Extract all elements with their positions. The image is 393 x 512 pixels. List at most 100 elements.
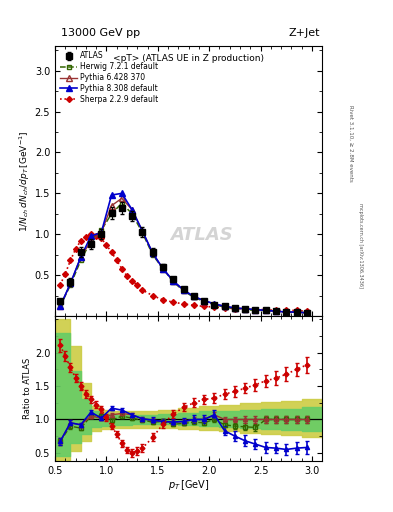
Herwig 7.2.1 default xyxy=(243,307,248,313)
Pythia 6.428 370 xyxy=(253,307,258,313)
Pythia 8.308 default xyxy=(150,250,155,256)
Sherpa 2.2.9 default xyxy=(104,242,109,248)
Pythia 8.308 default xyxy=(305,310,309,316)
Pythia 6.428 370 xyxy=(140,228,145,234)
Pythia 6.428 370 xyxy=(68,281,73,287)
Sherpa 2.2.9 default xyxy=(181,301,186,307)
Herwig 7.2.1 default xyxy=(58,303,62,309)
Pythia 6.428 370 xyxy=(222,303,227,309)
Herwig 7.2.1 default xyxy=(78,258,83,264)
Line: Pythia 6.428 370: Pythia 6.428 370 xyxy=(57,196,310,315)
Herwig 7.2.1 default xyxy=(253,307,258,313)
Herwig 7.2.1 default xyxy=(294,309,299,315)
Herwig 7.2.1 default xyxy=(119,200,124,206)
Herwig 7.2.1 default xyxy=(171,279,176,285)
Pythia 6.428 370 xyxy=(99,229,104,236)
Sherpa 2.2.9 default xyxy=(135,282,140,288)
Pythia 8.308 default xyxy=(181,287,186,293)
Pythia 8.308 default xyxy=(171,278,176,284)
Sherpa 2.2.9 default xyxy=(78,238,83,244)
Pythia 8.308 default xyxy=(233,305,237,311)
Pythia 8.308 default xyxy=(119,190,124,197)
Herwig 7.2.1 default xyxy=(181,288,186,294)
Pythia 8.308 default xyxy=(294,309,299,315)
Pythia 6.428 370 xyxy=(191,293,196,300)
Pythia 8.308 default xyxy=(191,293,196,300)
Sherpa 2.2.9 default xyxy=(150,292,155,298)
Text: Z+Jet: Z+Jet xyxy=(289,28,320,38)
Pythia 6.428 370 xyxy=(171,278,176,284)
Pythia 6.428 370 xyxy=(305,310,309,316)
Pythia 6.428 370 xyxy=(150,250,155,256)
Sherpa 2.2.9 default xyxy=(222,305,227,311)
Sherpa 2.2.9 default xyxy=(284,307,288,313)
Sherpa 2.2.9 default xyxy=(253,307,258,313)
Pythia 8.308 default xyxy=(212,301,217,307)
Sherpa 2.2.9 default xyxy=(68,258,73,264)
Sherpa 2.2.9 default xyxy=(83,233,88,240)
Sherpa 2.2.9 default xyxy=(191,303,196,309)
Herwig 7.2.1 default xyxy=(191,294,196,301)
Pythia 6.428 370 xyxy=(284,309,288,315)
Sherpa 2.2.9 default xyxy=(294,307,299,313)
Pythia 8.308 default xyxy=(89,233,94,239)
Sherpa 2.2.9 default xyxy=(171,299,176,305)
Pythia 6.428 370 xyxy=(263,307,268,313)
Herwig 7.2.1 default xyxy=(89,238,94,244)
Herwig 7.2.1 default xyxy=(222,304,227,310)
Pythia 8.308 default xyxy=(58,303,62,309)
Pythia 6.428 370 xyxy=(202,297,206,304)
Pythia 8.308 default xyxy=(274,308,278,314)
Herwig 7.2.1 default xyxy=(305,310,309,316)
Herwig 7.2.1 default xyxy=(263,307,268,313)
Sherpa 2.2.9 default xyxy=(243,306,248,312)
Pythia 6.428 370 xyxy=(243,306,248,312)
Pythia 8.308 default xyxy=(284,309,288,315)
Herwig 7.2.1 default xyxy=(68,282,73,288)
Herwig 7.2.1 default xyxy=(161,266,165,272)
Herwig 7.2.1 default xyxy=(284,309,288,315)
Pythia 8.308 default xyxy=(130,207,134,213)
Pythia 6.428 370 xyxy=(119,195,124,201)
Sherpa 2.2.9 default xyxy=(130,278,134,284)
Pythia 6.428 370 xyxy=(109,203,114,209)
Sherpa 2.2.9 default xyxy=(161,296,165,303)
Sherpa 2.2.9 default xyxy=(274,307,278,313)
Sherpa 2.2.9 default xyxy=(63,270,68,276)
Legend: ATLAS, Herwig 7.2.1 default, Pythia 6.428 370, Pythia 8.308 default, Sherpa 2.2.: ATLAS, Herwig 7.2.1 default, Pythia 6.42… xyxy=(59,50,160,105)
Pythia 8.308 default xyxy=(109,192,114,198)
Pythia 6.428 370 xyxy=(294,309,299,315)
Y-axis label: Ratio to ATLAS: Ratio to ATLAS xyxy=(23,358,32,419)
Herwig 7.2.1 default xyxy=(130,211,134,217)
Text: Rivet 3.1.10, ≥ 2.8M events: Rivet 3.1.10, ≥ 2.8M events xyxy=(348,105,353,182)
Pythia 6.428 370 xyxy=(130,207,134,213)
Sherpa 2.2.9 default xyxy=(305,308,309,314)
Herwig 7.2.1 default xyxy=(150,252,155,258)
Herwig 7.2.1 default xyxy=(99,227,104,233)
Sherpa 2.2.9 default xyxy=(212,304,217,310)
Herwig 7.2.1 default xyxy=(233,306,237,312)
Herwig 7.2.1 default xyxy=(140,229,145,236)
Herwig 7.2.1 default xyxy=(212,302,217,308)
Pythia 6.428 370 xyxy=(89,238,94,244)
Sherpa 2.2.9 default xyxy=(58,282,62,288)
Pythia 6.428 370 xyxy=(161,266,165,272)
Sherpa 2.2.9 default xyxy=(140,287,145,293)
Pythia 6.428 370 xyxy=(212,301,217,307)
Sherpa 2.2.9 default xyxy=(114,258,119,264)
Herwig 7.2.1 default xyxy=(274,308,278,314)
Sherpa 2.2.9 default xyxy=(125,273,129,279)
Pythia 8.308 default xyxy=(202,297,206,304)
Text: <pT> (ATLAS UE in Z production): <pT> (ATLAS UE in Z production) xyxy=(113,54,264,63)
Pythia 8.308 default xyxy=(140,228,145,234)
Pythia 8.308 default xyxy=(243,306,248,312)
Sherpa 2.2.9 default xyxy=(94,233,99,239)
Pythia 6.428 370 xyxy=(181,287,186,293)
Sherpa 2.2.9 default xyxy=(202,303,206,309)
Sherpa 2.2.9 default xyxy=(233,306,237,312)
Pythia 8.308 default xyxy=(99,229,104,236)
Pythia 8.308 default xyxy=(68,281,73,287)
Pythia 6.428 370 xyxy=(78,254,83,260)
Text: mcplots.cern.ch [arXiv:1306.3436]: mcplots.cern.ch [arXiv:1306.3436] xyxy=(358,203,364,288)
Pythia 8.308 default xyxy=(263,307,268,313)
